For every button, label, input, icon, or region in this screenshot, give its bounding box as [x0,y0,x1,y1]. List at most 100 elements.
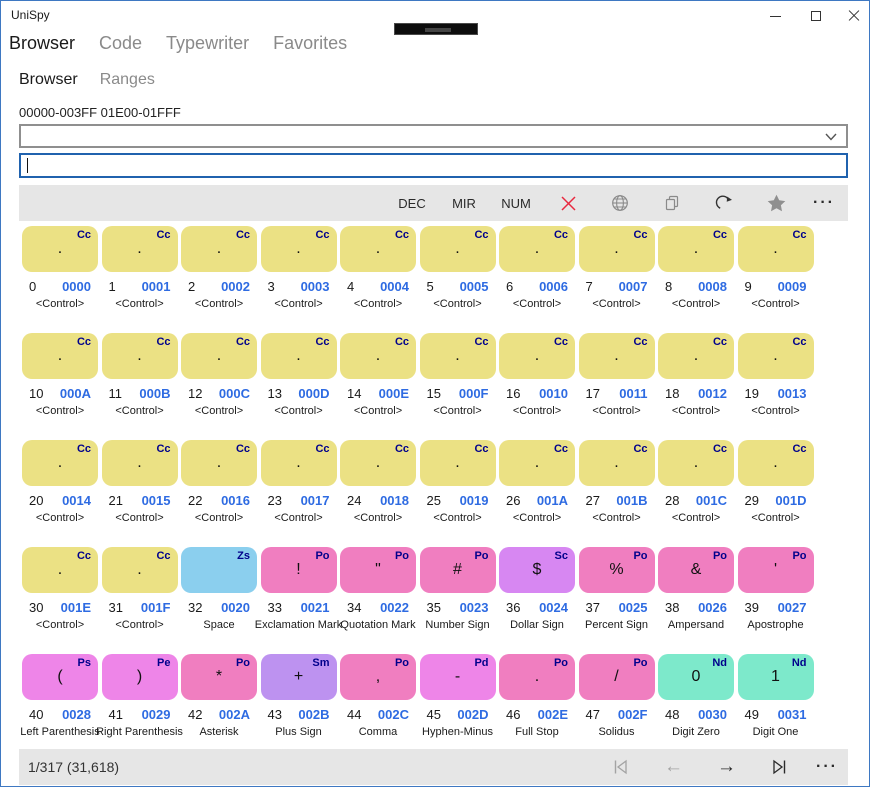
char-card[interactable]: Cc. [737,226,814,272]
char-cell-0028[interactable]: Ps (40 0028 Left Parenthesis [20,654,100,750]
char-card[interactable]: Cc. [22,333,98,379]
char-cell-001D[interactable]: Cc. 29 001D <Control> [737,440,814,536]
char-card[interactable]: Cc. [499,440,575,486]
globe-button[interactable] [594,185,646,221]
redo-button[interactable] [698,185,750,221]
char-cell-0017[interactable]: Cc. 23 0017 <Control> [260,440,337,536]
char-cell-001F[interactable]: Cc. 31 001F <Control> [101,547,178,643]
first-page-button[interactable] [594,749,647,785]
hex-code-link[interactable]: 0000 [62,279,91,294]
hex-code-link[interactable]: 0002 [221,279,250,294]
hex-code-link[interactable]: 0028 [62,707,91,722]
char-card[interactable]: Po ' [737,547,814,593]
char-cell-0013[interactable]: Cc. 19 0013 <Control> [737,333,814,429]
char-card[interactable]: Cc. [658,440,734,486]
hex-code-link[interactable]: 0005 [459,279,489,294]
nav-tab-browser[interactable]: Browser [9,33,76,53]
hex-code-link[interactable]: 002A [218,707,250,722]
char-card[interactable]: Pe) [101,654,178,700]
char-card[interactable]: Po! [260,547,337,593]
char-card[interactable]: Nd 0 [658,654,734,700]
hex-code-link[interactable]: 0031 [777,707,807,722]
char-card[interactable]: Cc. [419,440,496,486]
char-cell-0012[interactable]: Cc. 18 0012 <Control> [658,333,734,429]
char-cell-000B[interactable]: Cc. 11 000B <Control> [101,333,178,429]
char-cell-0009[interactable]: Cc. 9 0009 <Control> [737,226,814,322]
hex-code-link[interactable]: 0020 [221,600,250,615]
hex-code-link[interactable]: 000A [59,386,91,401]
char-cell-0004[interactable]: Cc. 4 0004 <Control> [340,226,416,322]
hex-code-link[interactable]: 0003 [300,279,330,294]
char-cell-0001[interactable]: Cc. 1 0001 <Control> [101,226,178,322]
hex-code-link[interactable]: 0023 [459,600,489,615]
char-cell-0003[interactable]: Cc. 3 0003 <Control> [260,226,337,322]
hex-code-link[interactable]: 0007 [618,279,648,294]
hex-code-link[interactable]: 0014 [62,493,91,508]
hex-code-link[interactable]: 001C [695,493,727,508]
char-cell-000D[interactable]: Cc. 13 000D <Control> [260,333,337,429]
hex-code-link[interactable]: 001F [140,600,171,615]
char-card[interactable]: Cc. [101,547,178,593]
char-cell-0021[interactable]: Po! 33 0021 Exclamation Mark [255,547,342,643]
hex-code-link[interactable]: 0030 [698,707,727,722]
char-card[interactable]: Ps ( [22,654,98,700]
char-cell-0010[interactable]: Cc. 16 0010 <Control> [499,333,575,429]
hex-code-link[interactable]: 0029 [141,707,171,722]
nav-tab-typewriter[interactable]: Typewriter [166,33,250,53]
hex-code-link[interactable]: 0025 [618,600,648,615]
char-cell-0029[interactable]: Pe) 41 0029 Right Parenthesis [96,654,183,750]
hex-code-link[interactable]: 001D [775,493,807,508]
subnav-tab-ranges[interactable]: Ranges [99,71,155,88]
char-card[interactable]: Cc. [737,333,814,379]
char-cell-002B[interactable]: Sm +43 002B Plus Sign [260,654,337,750]
char-card[interactable]: Cc. [22,226,98,272]
char-card[interactable]: Cc. [499,226,575,272]
char-cell-000E[interactable]: Cc. 14 000E <Control> [340,333,416,429]
char-cell-0026[interactable]: Po & 38 0026 Ampersand [658,547,734,643]
hex-code-link[interactable]: 0024 [539,600,568,615]
char-cell-001A[interactable]: Cc. 26 001A <Control> [499,440,575,536]
char-card[interactable]: Po # [419,547,496,593]
char-card[interactable]: Cc. [181,333,257,379]
char-card[interactable]: Nd 1 [737,654,814,700]
hex-code-link[interactable]: 001A [536,493,568,508]
char-card[interactable]: Po " [340,547,416,593]
char-card[interactable]: Cc. [181,440,257,486]
hex-code-link[interactable]: 001B [616,493,648,508]
range-combobox[interactable] [19,124,848,148]
char-card[interactable]: Po% [578,547,655,593]
hex-code-link[interactable]: 000B [139,386,171,401]
char-card[interactable]: Cc. [340,226,416,272]
char-card[interactable]: Cc. [101,333,178,379]
char-cell-0023[interactable]: Po #35 0023 Number Sign [419,547,496,643]
char-cell-0007[interactable]: Cc. 7 0007 <Control> [578,226,655,322]
hex-code-link[interactable]: 0018 [380,493,409,508]
char-card[interactable]: Po / [578,654,655,700]
hex-code-link[interactable]: 002E [537,707,568,722]
char-card[interactable]: Cc. [499,333,575,379]
char-cell-0005[interactable]: Cc. 5 0005 <Control> [419,226,496,322]
hex-code-link[interactable]: 0016 [221,493,250,508]
hex-code-link[interactable]: 0022 [380,600,409,615]
char-cell-0015[interactable]: Cc. 21 0015 <Control> [101,440,178,536]
hex-code-link[interactable]: 0012 [698,386,727,401]
hex-code-link[interactable]: 0027 [777,600,807,615]
toolbar-more-button[interactable]: ··· [802,185,846,221]
hex-code-link[interactable]: 0004 [380,279,409,294]
hex-code-link[interactable]: 002B [298,707,330,722]
char-cell-001C[interactable]: Cc. 28 001C <Control> [658,440,734,536]
char-card[interactable]: Zs [181,547,257,593]
char-card[interactable]: Sc $ [499,547,575,593]
hex-code-link[interactable]: 0008 [698,279,727,294]
char-cell-0014[interactable]: Cc. 20 0014 <Control> [22,440,98,536]
nav-tab-code[interactable]: Code [99,33,143,53]
hex-code-link[interactable]: 0010 [539,386,568,401]
char-card[interactable]: Pd - [419,654,496,700]
char-cell-0022[interactable]: Po " 34 0022 Quotation Mark [340,547,416,643]
hex-code-link[interactable]: 0013 [777,386,807,401]
char-card[interactable]: Cc. [101,440,178,486]
hex-code-link[interactable]: 000D [298,386,330,401]
char-cell-000F[interactable]: Cc. 15 000F <Control> [419,333,496,429]
hex-code-link[interactable]: 001E [60,600,91,615]
hex-code-link[interactable]: 0009 [777,279,807,294]
